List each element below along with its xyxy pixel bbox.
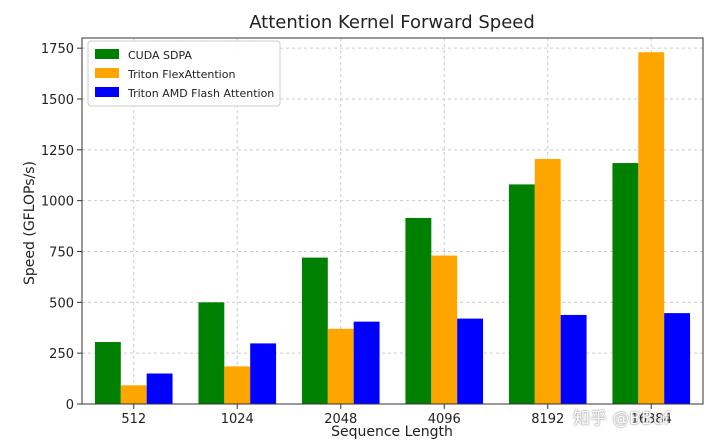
legend: CUDA SDPA Triton FlexAttention Triton AMD … bbox=[87, 40, 281, 107]
legend-label: CUDA SDPA bbox=[128, 49, 192, 62]
bar-triton-amd-flash-attention bbox=[250, 343, 277, 404]
bar-triton-amd-flash-attention bbox=[146, 373, 173, 404]
bar-triton-flexattention bbox=[638, 52, 665, 404]
bar-cuda-sdpa bbox=[508, 184, 535, 404]
bar-cuda-sdpa bbox=[94, 341, 121, 404]
bar-triton-amd-flash-attention bbox=[560, 314, 587, 404]
chart-title: Attention Kernel Forward Speed bbox=[249, 12, 535, 33]
x-tick-label: 512 bbox=[121, 412, 146, 427]
x-tick-label: 8192 bbox=[531, 412, 564, 427]
watermark: 知乎 @BBuf bbox=[573, 409, 670, 429]
bars bbox=[94, 52, 691, 404]
y-tick-label: 1750 bbox=[41, 42, 74, 57]
y-tick-label: 250 bbox=[49, 347, 74, 362]
bar-triton-flexattention bbox=[534, 158, 561, 404]
bar-cuda-sdpa bbox=[301, 257, 328, 404]
x-tick-label: 2048 bbox=[324, 412, 357, 427]
bar-triton-amd-flash-attention bbox=[353, 321, 380, 404]
y-tick-label: 500 bbox=[49, 296, 74, 311]
x-tick-label: 1024 bbox=[221, 412, 254, 427]
x-tick-labels: 512 1024 2048 4096 8192 16384 bbox=[121, 412, 672, 427]
x-axis-label: Sequence Length bbox=[331, 424, 453, 440]
y-tick-label: 0 bbox=[66, 398, 74, 413]
bar-triton-amd-flash-attention bbox=[457, 318, 484, 404]
bar-triton-flexattention bbox=[224, 366, 251, 404]
legend-swatch bbox=[95, 87, 119, 97]
y-tick-labels: 0 250 500 750 1000 1250 1500 1750 bbox=[41, 42, 74, 413]
bar-triton-amd-flash-attention bbox=[664, 313, 691, 404]
bar-triton-flexattention bbox=[327, 328, 354, 404]
bar-cuda-sdpa bbox=[612, 163, 639, 404]
bar-triton-flexattention bbox=[120, 385, 147, 404]
bar-cuda-sdpa bbox=[405, 217, 432, 404]
x-tick-label: 16384 bbox=[631, 412, 672, 427]
y-tick-label: 1250 bbox=[41, 144, 74, 159]
bar-cuda-sdpa bbox=[198, 302, 225, 404]
y-tick-label: 750 bbox=[49, 246, 74, 261]
legend-box bbox=[87, 40, 281, 107]
legend-label: Triton AMD Flash Attention bbox=[127, 87, 274, 100]
plot-frame bbox=[81, 37, 704, 405]
y-tick-label: 1000 bbox=[41, 195, 74, 210]
legend-swatch bbox=[95, 68, 119, 78]
axes bbox=[77, 37, 704, 409]
legend-swatch bbox=[95, 49, 119, 59]
y-tick-label: 1500 bbox=[41, 93, 74, 108]
y-axis-label: Speed (GFLOPs/s) bbox=[22, 161, 38, 285]
x-tick-label: 4096 bbox=[428, 412, 461, 427]
bar-triton-flexattention bbox=[431, 255, 458, 404]
legend-label: Triton FlexAttention bbox=[127, 68, 235, 81]
